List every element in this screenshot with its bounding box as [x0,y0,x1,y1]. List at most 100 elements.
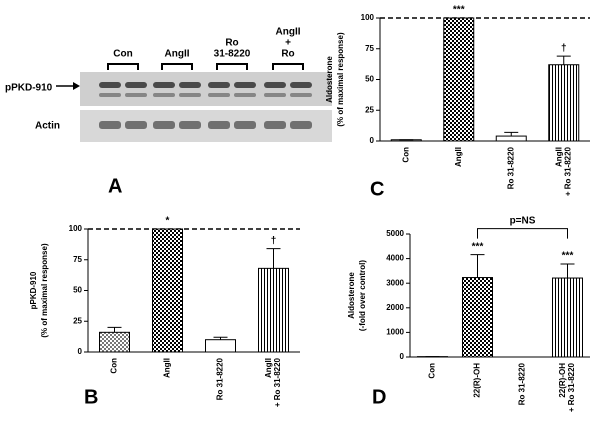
band [264,93,286,97]
y-axis-label: pPKD-910 [29,271,38,309]
band [179,93,201,97]
band [179,121,201,129]
band-label: pPKD-910 [5,83,53,94]
error-bar [267,249,281,269]
y-tick-label: 100 [361,13,375,22]
y-tick-label: 50 [365,75,374,84]
lane-label: AngII [165,49,190,60]
bar [153,229,183,352]
y-tick-label: 75 [73,255,82,264]
x-tick-label: Ro 31-8220 [506,146,515,189]
lane-label: + [285,38,291,49]
x-tick-label: + Ro 31-8220 [273,357,282,407]
band [99,82,121,88]
bar [259,268,289,352]
y-tick-label: 75 [365,44,374,53]
panel-letter: B [84,386,98,408]
band [290,82,312,88]
band [153,82,175,88]
error-bar [471,255,485,278]
band [125,93,147,97]
lane-bracket [162,64,192,70]
y-tick-label: 4000 [386,254,404,263]
lane-label: Ro [225,38,238,49]
error-bar [557,56,571,65]
y-axis-label: (% of maximal response) [40,243,49,338]
x-tick-label: 22(R)-OH [473,363,482,398]
band [153,121,175,129]
significance-mark: *** [453,5,465,16]
band [264,82,286,88]
band [153,93,175,97]
x-tick-label: Ro 31-8220 [216,357,225,400]
band [179,82,201,88]
y-axis-label: (-fold over control) [358,260,367,331]
panel-letter: A [108,175,122,197]
band [234,93,256,97]
y-tick-label: 25 [365,105,374,114]
lane-label: 31-8220 [214,49,251,60]
x-tick-label: AngII [454,147,463,167]
significance-mark: * [166,216,170,227]
x-tick-label: + Ro 31-8220 [567,362,576,412]
bar [549,65,579,141]
significance-mark: † [561,43,567,54]
significance-mark: † [271,235,277,246]
x-tick-label: Con [401,147,410,163]
y-tick-label: 3000 [386,278,404,287]
bar [206,340,236,352]
y-axis-label: (% of maximal response) [336,32,345,127]
band [264,121,286,129]
band [234,121,256,129]
y-tick-label: 50 [73,286,82,295]
bar [496,136,526,141]
error-bar [108,327,122,332]
lane-label: Con [113,49,132,60]
y-axis-label: Aldosterone [347,272,356,319]
band [125,121,147,129]
band [125,82,147,88]
comparison-label: p=NS [510,215,536,226]
y-tick-label: 25 [73,316,82,325]
band [208,93,230,97]
x-tick-label: Con [110,358,119,374]
y-tick-label: 2000 [386,303,404,312]
significance-mark: *** [562,251,574,262]
x-tick-label: AngII [163,358,172,378]
y-axis-label: Aldosterone [325,56,334,103]
band-label: Actin [35,121,60,132]
x-tick-label: Ro 31-8220 [518,362,527,405]
lane-label: Ro [281,49,294,60]
comparison-bracket [478,229,568,239]
error-bar [504,132,518,136]
panel-letter: C [370,178,384,200]
y-tick-label: 1000 [386,328,404,337]
bar [100,332,130,352]
y-tick-label: 0 [78,347,83,356]
y-tick-label: 5000 [386,229,404,238]
x-tick-label: AngII [264,358,273,378]
lane-bracket [108,64,138,70]
arrow-head [73,82,80,90]
band [208,121,230,129]
significance-mark: *** [472,241,484,252]
lane-bracket [273,64,303,70]
y-tick-label: 0 [370,136,375,145]
band [234,82,256,88]
band [290,93,312,97]
band [208,82,230,88]
bar [444,18,474,141]
y-tick-label: 0 [400,352,405,361]
error-bar [561,264,575,278]
lane-bracket [217,64,247,70]
x-tick-label: Con [428,363,437,379]
band [99,93,121,97]
band [290,121,312,129]
panel-letter: D [372,386,386,408]
bar [553,278,583,357]
y-tick-label: 100 [69,224,83,233]
x-tick-label: 22(R)-OH [558,363,567,398]
bar [463,278,493,357]
blot-membrane [80,72,332,106]
